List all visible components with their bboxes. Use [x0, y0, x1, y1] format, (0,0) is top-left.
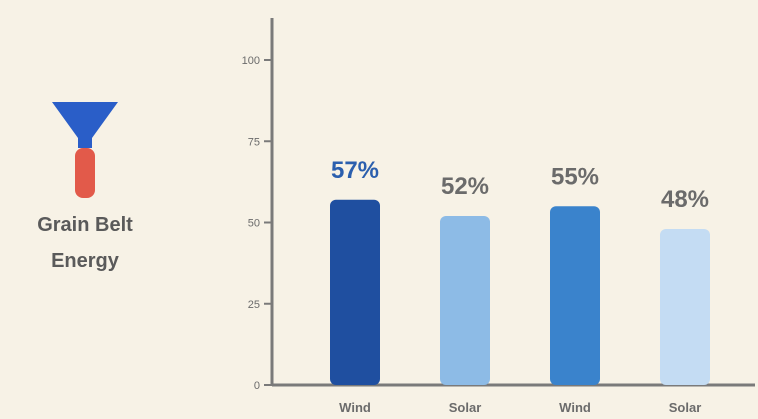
y-tick-label-4: 100: [242, 55, 260, 67]
funnel-top-shape: [52, 102, 118, 148]
data-label-1: 52%: [441, 173, 489, 200]
data-label-0: 57%: [331, 157, 379, 184]
category-label-0: Wind: [339, 400, 371, 415]
category-label-1: Solar: [449, 400, 482, 415]
bar-3: [660, 229, 710, 385]
y-tick-label-3: 75: [248, 136, 260, 148]
data-label-3: 48%: [661, 186, 709, 213]
category-label-2: Wind: [559, 400, 591, 415]
bar-0: [330, 199, 380, 385]
legend-line-2: Energy: [51, 250, 119, 272]
y-tick-label-0: 0: [254, 380, 260, 392]
y-tick-label-2: 50: [248, 218, 260, 230]
category-label-3: Solar: [669, 400, 702, 415]
y-tick-label-1: 25: [248, 299, 260, 311]
bar-1: [440, 216, 490, 385]
legend-line-1: Grain Belt: [37, 214, 133, 236]
tower-funnel-icon: [50, 100, 120, 215]
bar-2: [550, 206, 600, 385]
data-label-2: 55%: [551, 163, 599, 190]
tower-base-shape: [75, 148, 95, 198]
